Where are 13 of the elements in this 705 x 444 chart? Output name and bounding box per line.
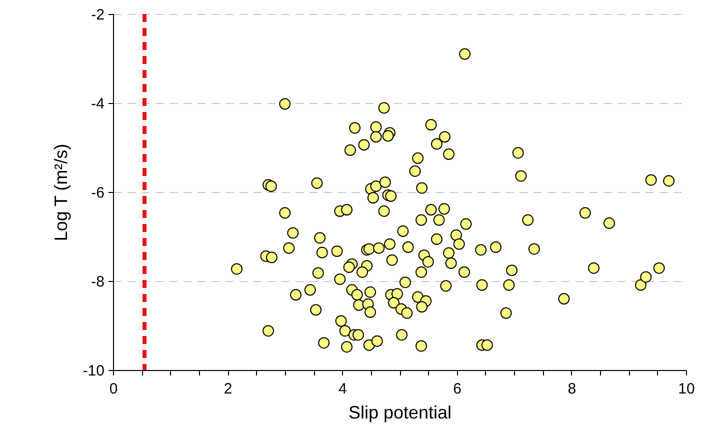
y-tick-label: -10 — [82, 362, 104, 380]
x-axis-title: Slip potential — [348, 402, 452, 422]
x-tick-label: 2 — [224, 380, 232, 398]
y-tick-label: -2 — [91, 6, 104, 24]
y-tick-label: -6 — [91, 184, 104, 202]
x-tick-label: 8 — [568, 380, 576, 398]
x-tick-label: 4 — [338, 380, 347, 398]
y-axis-title: Log T (m²/s) — [50, 144, 71, 242]
x-tick-label: 6 — [453, 380, 462, 398]
x-tick-label: 10 — [678, 380, 695, 398]
y-tick-label: -4 — [91, 96, 104, 112]
y-tick-label: -8 — [91, 274, 104, 290]
x-tick-label: 0 — [109, 380, 118, 398]
